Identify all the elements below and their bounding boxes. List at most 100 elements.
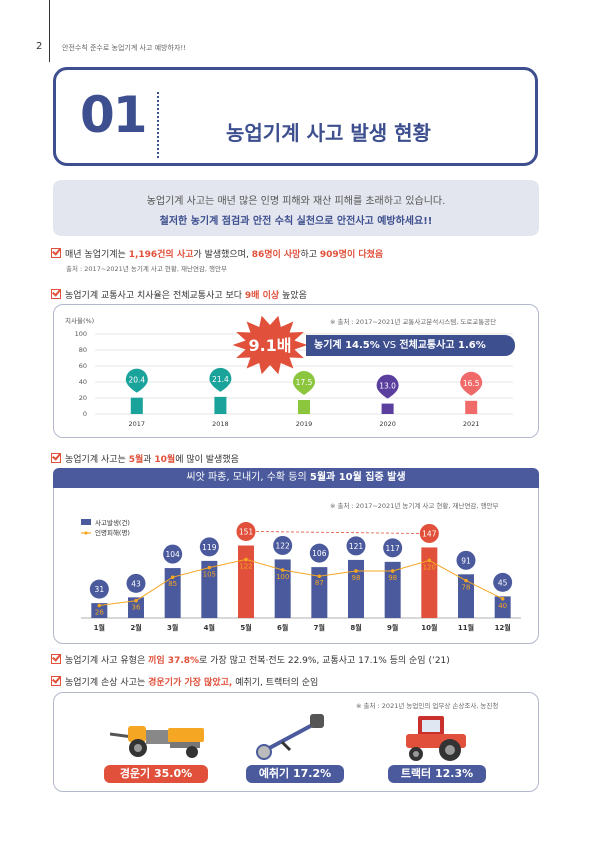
bar-2021: [465, 400, 478, 414]
x-tick-label-7월: 7월: [314, 623, 325, 632]
x-tick-label-2019: 2019: [296, 420, 313, 428]
bullet-machines: 농업기계 손상 사고는 경운기가 가장 많았고, 예취기, 트랙터의 순임: [51, 675, 318, 688]
highlight: 경운기가 가장 많았고,: [148, 678, 233, 688]
label-power-tiller: 경운기 35.0%: [104, 765, 208, 783]
y-tick-label: 100: [75, 330, 87, 338]
injury-label-7월: 87: [315, 579, 324, 587]
injury-point-11월: [464, 578, 468, 583]
bar-3월: [164, 568, 181, 618]
value-bubble-4월: [199, 537, 219, 557]
value-label-2021: 16.5: [463, 379, 480, 388]
highlight: 1,196건의 사고: [128, 250, 194, 260]
x-tick-label-2018: 2018: [212, 420, 229, 428]
value-pin-2019: [293, 371, 315, 395]
injury-label-12월: 40: [498, 602, 507, 610]
value-label-2020: 13.0: [379, 382, 396, 391]
text: 과: [143, 455, 155, 465]
value-bubble-12월: [493, 572, 513, 592]
highlight: 86명이 사망: [251, 250, 301, 260]
peak-connector: [255, 531, 420, 534]
injury-label-3월: 85: [168, 580, 177, 588]
text: 농업기계 사고 유형은: [65, 656, 149, 666]
text: 높았음: [279, 291, 307, 301]
text: 농업기계 사고는: [65, 455, 129, 465]
bar-2월: [128, 597, 144, 618]
injury-label-11월: 78: [462, 584, 471, 592]
injury-point-8월: [354, 569, 358, 573]
value-pin-2020: [376, 374, 399, 399]
x-tick-label-2021: 2021: [463, 420, 480, 428]
x-tick-label-2017: 2017: [129, 420, 146, 428]
value-bubble-7월: [309, 543, 329, 563]
y-tick-label: 80: [79, 346, 87, 354]
value-label-10월: 147: [422, 529, 437, 538]
text: 로 가장 많고 전복·전도 22.9%, 교통사고 17.1% 등의 순임 (’…: [199, 656, 450, 666]
bar-7월: [311, 567, 328, 618]
section-title: 농업기계 사고 발생 현황: [226, 121, 431, 145]
bar-12월: [494, 596, 511, 618]
injury-label-9월: 98: [388, 574, 397, 582]
value-label-6월: 122: [276, 541, 291, 550]
starburst-shape: [232, 315, 308, 375]
brush-cutter-icon: [256, 714, 324, 760]
value-pin-2018: [209, 367, 232, 392]
checkbox-icon: [51, 654, 61, 664]
bar-6월: [274, 559, 291, 618]
value-label-3월: 104: [166, 550, 181, 559]
bar-11월: [458, 574, 474, 618]
banner-text: 씨앗 파종, 모내기, 수확 등의: [186, 472, 310, 483]
fatality-rate-chart: 치사율(%) 0 20 40 60 80 100 20.4 2017 21.4 2018 17.5 20…: [65, 316, 513, 428]
monthly-banner: 씨앗 파종, 모내기, 수확 등의 5월과 10월 집중 발생: [53, 468, 539, 488]
chart2-source: ※ 출처 : 2017~2021년 농기계 사고 현황, 재난연감, 행안부: [330, 502, 499, 510]
value-label-2018: 21.4: [212, 375, 229, 384]
value-label-2017: 20.4: [128, 376, 145, 385]
x-tick-label-11월: 11월: [458, 623, 474, 632]
legend-label-accidents: 사고발생(건): [95, 518, 130, 527]
injury-point-7월: [317, 574, 322, 579]
bullet-accidents: 매년 농업기계는 1,196건의 사고가 발생했으며, 86명이 사망하고 90…: [51, 247, 383, 260]
highlight: 909명이 다쳤음: [319, 250, 384, 260]
bar-1월: [91, 603, 108, 618]
value-pin-2021: [460, 371, 483, 396]
bar-5월: [238, 545, 254, 618]
value-bubble-5월: [236, 522, 256, 542]
value-label-2월: 43: [131, 579, 141, 588]
injury-label-4월: 105: [203, 571, 216, 579]
value-label-12월: 45: [498, 578, 508, 587]
value-bubble-3월: [163, 544, 183, 564]
section-number: 01: [80, 86, 148, 144]
monthly-accident-chart: 사고발생(건)인명피해(명) 31 1월 43 2월 104 3월 119 4월 151 5월 122…: [81, 518, 521, 632]
highlight: 끼임 37.8%: [148, 656, 200, 666]
chart1-source: ※ 출처 : 2017~2021년 교통사고분석시스템, 도로교통공단: [330, 318, 497, 326]
y-axis-label: 치사율(%): [65, 316, 94, 325]
machines-source: ※ 출처 : 2021년 농업인의 업무상 손상조사, 농진청: [356, 702, 499, 710]
value-pin-2017: [125, 368, 148, 393]
value-bubble-1월: [89, 579, 109, 599]
legend-label-injuries: 인명피해(명): [95, 528, 130, 537]
injury-label-10월: 120: [423, 563, 436, 571]
header-divider: [49, 0, 50, 62]
value-bubble-11월: [456, 550, 476, 570]
x-tick-label-5월: 5월: [240, 623, 251, 632]
intro-line-1: 농업기계 사고는 매년 많은 인명 피해와 재산 피해를 초래하고 있습니다.: [146, 196, 446, 207]
highlight: 5월: [128, 455, 144, 465]
value-bubble-9월: [383, 538, 403, 558]
value-label-11월: 91: [461, 556, 471, 565]
injury-label-5월: 122: [239, 562, 252, 570]
injury-label-8월: 98: [352, 574, 361, 582]
value-label-4월: 119: [202, 543, 217, 552]
y-tick-label: 0: [83, 410, 87, 418]
x-tick-label-4월: 4월: [204, 623, 215, 632]
value-bubble-10월: [419, 523, 439, 543]
injury-point-3월: [170, 575, 175, 579]
bar-2017: [130, 397, 143, 414]
injury-point-2월: [134, 598, 138, 603]
x-tick-label-3월: 3월: [167, 623, 178, 632]
injury-line: [99, 558, 503, 607]
bar-9월: [384, 561, 401, 618]
value-bubble-2월: [126, 573, 146, 593]
highlight: 9배 이상: [244, 291, 280, 301]
legend-marker-injuries: [84, 531, 88, 535]
text: 예취기, 트랙터의 순임: [232, 678, 319, 688]
x-tick-label-6월: 6월: [277, 623, 288, 632]
